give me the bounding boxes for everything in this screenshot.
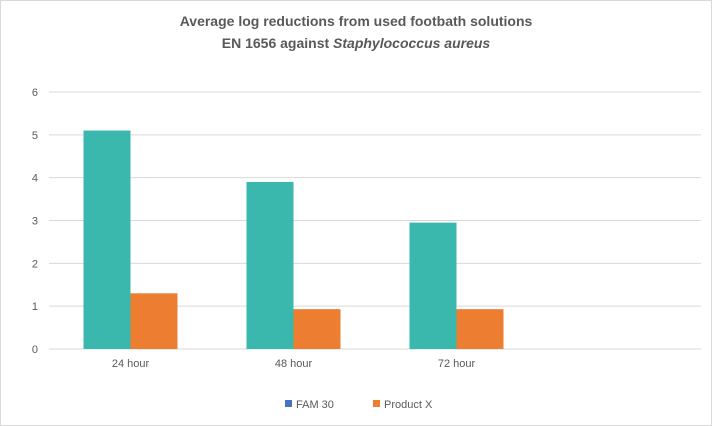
legend-label: FAM 30 <box>296 399 334 411</box>
y-tick-label: 5 <box>32 130 38 142</box>
y-tick-label: 0 <box>32 344 38 356</box>
y-axis-ticks: 0 1 2 3 4 5 6 <box>32 87 38 356</box>
legend-swatch <box>285 400 292 407</box>
legend-item: FAM 30 <box>285 399 334 411</box>
chart-title-organism: Staphylococcus aureus <box>333 35 490 51</box>
y-tick-label: 4 <box>32 173 38 185</box>
chart-title-line2: EN 1656 against Staphylococcus aureus <box>222 35 491 51</box>
y-tick-label: 2 <box>32 258 38 270</box>
legend-item: Product X <box>373 399 433 411</box>
y-tick-label: 3 <box>32 216 38 228</box>
x-axis-ticks: 24 hour 48 hour 72 hour <box>112 358 476 370</box>
chart-title-prefix: EN 1656 against <box>222 35 333 51</box>
bar-fam-30 <box>409 222 457 349</box>
x-tick-label: 48 hour <box>275 358 313 370</box>
x-tick-label: 72 hour <box>438 358 476 370</box>
bar-product-x <box>456 309 504 349</box>
y-tick-label: 1 <box>32 301 38 313</box>
x-tick-label: 24 hour <box>112 358 150 370</box>
bar-fam-30 <box>83 130 131 349</box>
chart-title-line1: Average log reductions from used footbat… <box>180 13 533 29</box>
legend: FAM 30 Product X <box>285 399 433 411</box>
bar-fam-30 <box>246 181 294 349</box>
bars <box>83 130 504 349</box>
bar-product-x <box>293 309 341 349</box>
bar-product-x <box>130 293 178 349</box>
legend-swatch <box>373 400 380 407</box>
y-tick-label: 6 <box>32 87 38 99</box>
legend-label: Product X <box>384 399 433 411</box>
